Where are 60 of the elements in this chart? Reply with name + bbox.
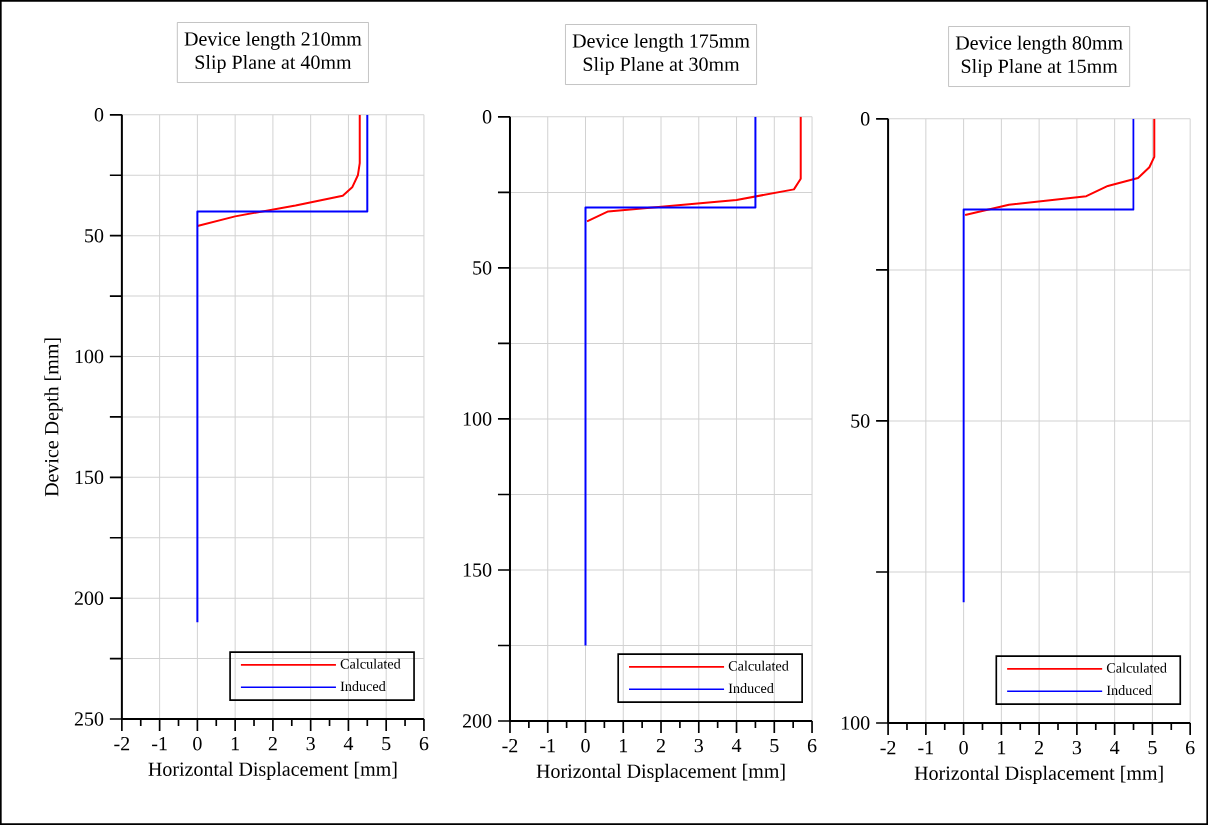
x-tick-label: 0 bbox=[193, 736, 202, 751]
chart-subtitle: Slip Plane at 15mm bbox=[961, 59, 1118, 78]
y-tick-label: 0 bbox=[94, 108, 104, 122]
x-tick-label: -2 bbox=[114, 736, 130, 751]
x-tick-label: 4 bbox=[731, 738, 742, 753]
text: Induced bbox=[728, 683, 774, 694]
x-axis-title: Horizontal Displacement [mm] bbox=[536, 763, 785, 783]
y-tick-label: 150 bbox=[463, 563, 492, 577]
x-tick-label: 1 bbox=[620, 738, 628, 753]
text: Induced bbox=[340, 681, 386, 692]
x-tick-label: 6 bbox=[419, 736, 429, 751]
x-tick-label: 2 bbox=[268, 736, 277, 751]
y-tick-label: 50 bbox=[851, 414, 870, 428]
chart-subtitle: Slip Plane at 40mm bbox=[195, 55, 352, 74]
text: Calculated bbox=[728, 660, 789, 671]
line-series bbox=[586, 116, 802, 223]
line-series bbox=[196, 114, 361, 228]
chart-title: Device length 210mm bbox=[184, 31, 362, 50]
text: Calculated bbox=[340, 658, 401, 669]
y-tick-label: 0 bbox=[482, 110, 492, 124]
y-tick-label: 100 bbox=[463, 412, 492, 426]
y-tick-label: 50 bbox=[473, 261, 492, 275]
x-tick-label: 4 bbox=[1110, 740, 1120, 755]
x-axis-title: Horizontal Displacement [mm] bbox=[914, 765, 1163, 785]
x-tick-label: 1 bbox=[231, 736, 239, 751]
x-tick-label: 0 bbox=[959, 740, 968, 755]
x-tick-label: 2 bbox=[1035, 740, 1044, 755]
y-tick-label: 100 bbox=[75, 349, 104, 364]
x-tick-label: -1 bbox=[152, 736, 167, 751]
y-tick-label: 50 bbox=[85, 228, 104, 243]
x-tick-label: 6 bbox=[1186, 740, 1195, 755]
x-tick-label: 6 bbox=[807, 738, 817, 753]
x-tick-label: -2 bbox=[880, 740, 896, 755]
x-axis-title: Horizontal Displacement [mm] bbox=[148, 761, 397, 781]
x-tick-label: -1 bbox=[918, 740, 933, 755]
x-tick-label: 3 bbox=[694, 738, 703, 753]
y-axis-title: Device Depth [mm] bbox=[44, 338, 63, 497]
chart-subtitle: Slip Plane at 30mm bbox=[583, 57, 740, 76]
line-series bbox=[964, 118, 1156, 216]
y-tick-label: 200 bbox=[74, 591, 104, 605]
chart-title: Device length 175mm bbox=[572, 33, 750, 52]
y-tick-label: 150 bbox=[75, 470, 104, 485]
x-tick-label: 0 bbox=[581, 738, 590, 753]
x-tick-label: 5 bbox=[770, 738, 779, 753]
x-tick-label: 4 bbox=[343, 736, 354, 751]
chart-title: Device length 80mm bbox=[955, 35, 1123, 54]
y-tick-label: 250 bbox=[74, 712, 104, 726]
x-tick-label: 3 bbox=[306, 736, 315, 751]
x-tick-label: 5 bbox=[1148, 740, 1157, 755]
x-tick-label: -1 bbox=[540, 738, 555, 753]
y-tick-label: 200 bbox=[462, 714, 492, 728]
text: Calculated bbox=[1106, 662, 1167, 673]
y-tick-label: 0 bbox=[860, 112, 870, 126]
y-tick-label: 100 bbox=[841, 716, 870, 730]
x-tick-label: -2 bbox=[502, 738, 518, 753]
x-tick-label: 5 bbox=[382, 736, 391, 751]
x-tick-label: 2 bbox=[656, 738, 665, 753]
x-tick-label: 1 bbox=[998, 740, 1006, 755]
x-tick-label: 3 bbox=[1072, 740, 1082, 755]
text: Induced bbox=[1106, 685, 1152, 696]
